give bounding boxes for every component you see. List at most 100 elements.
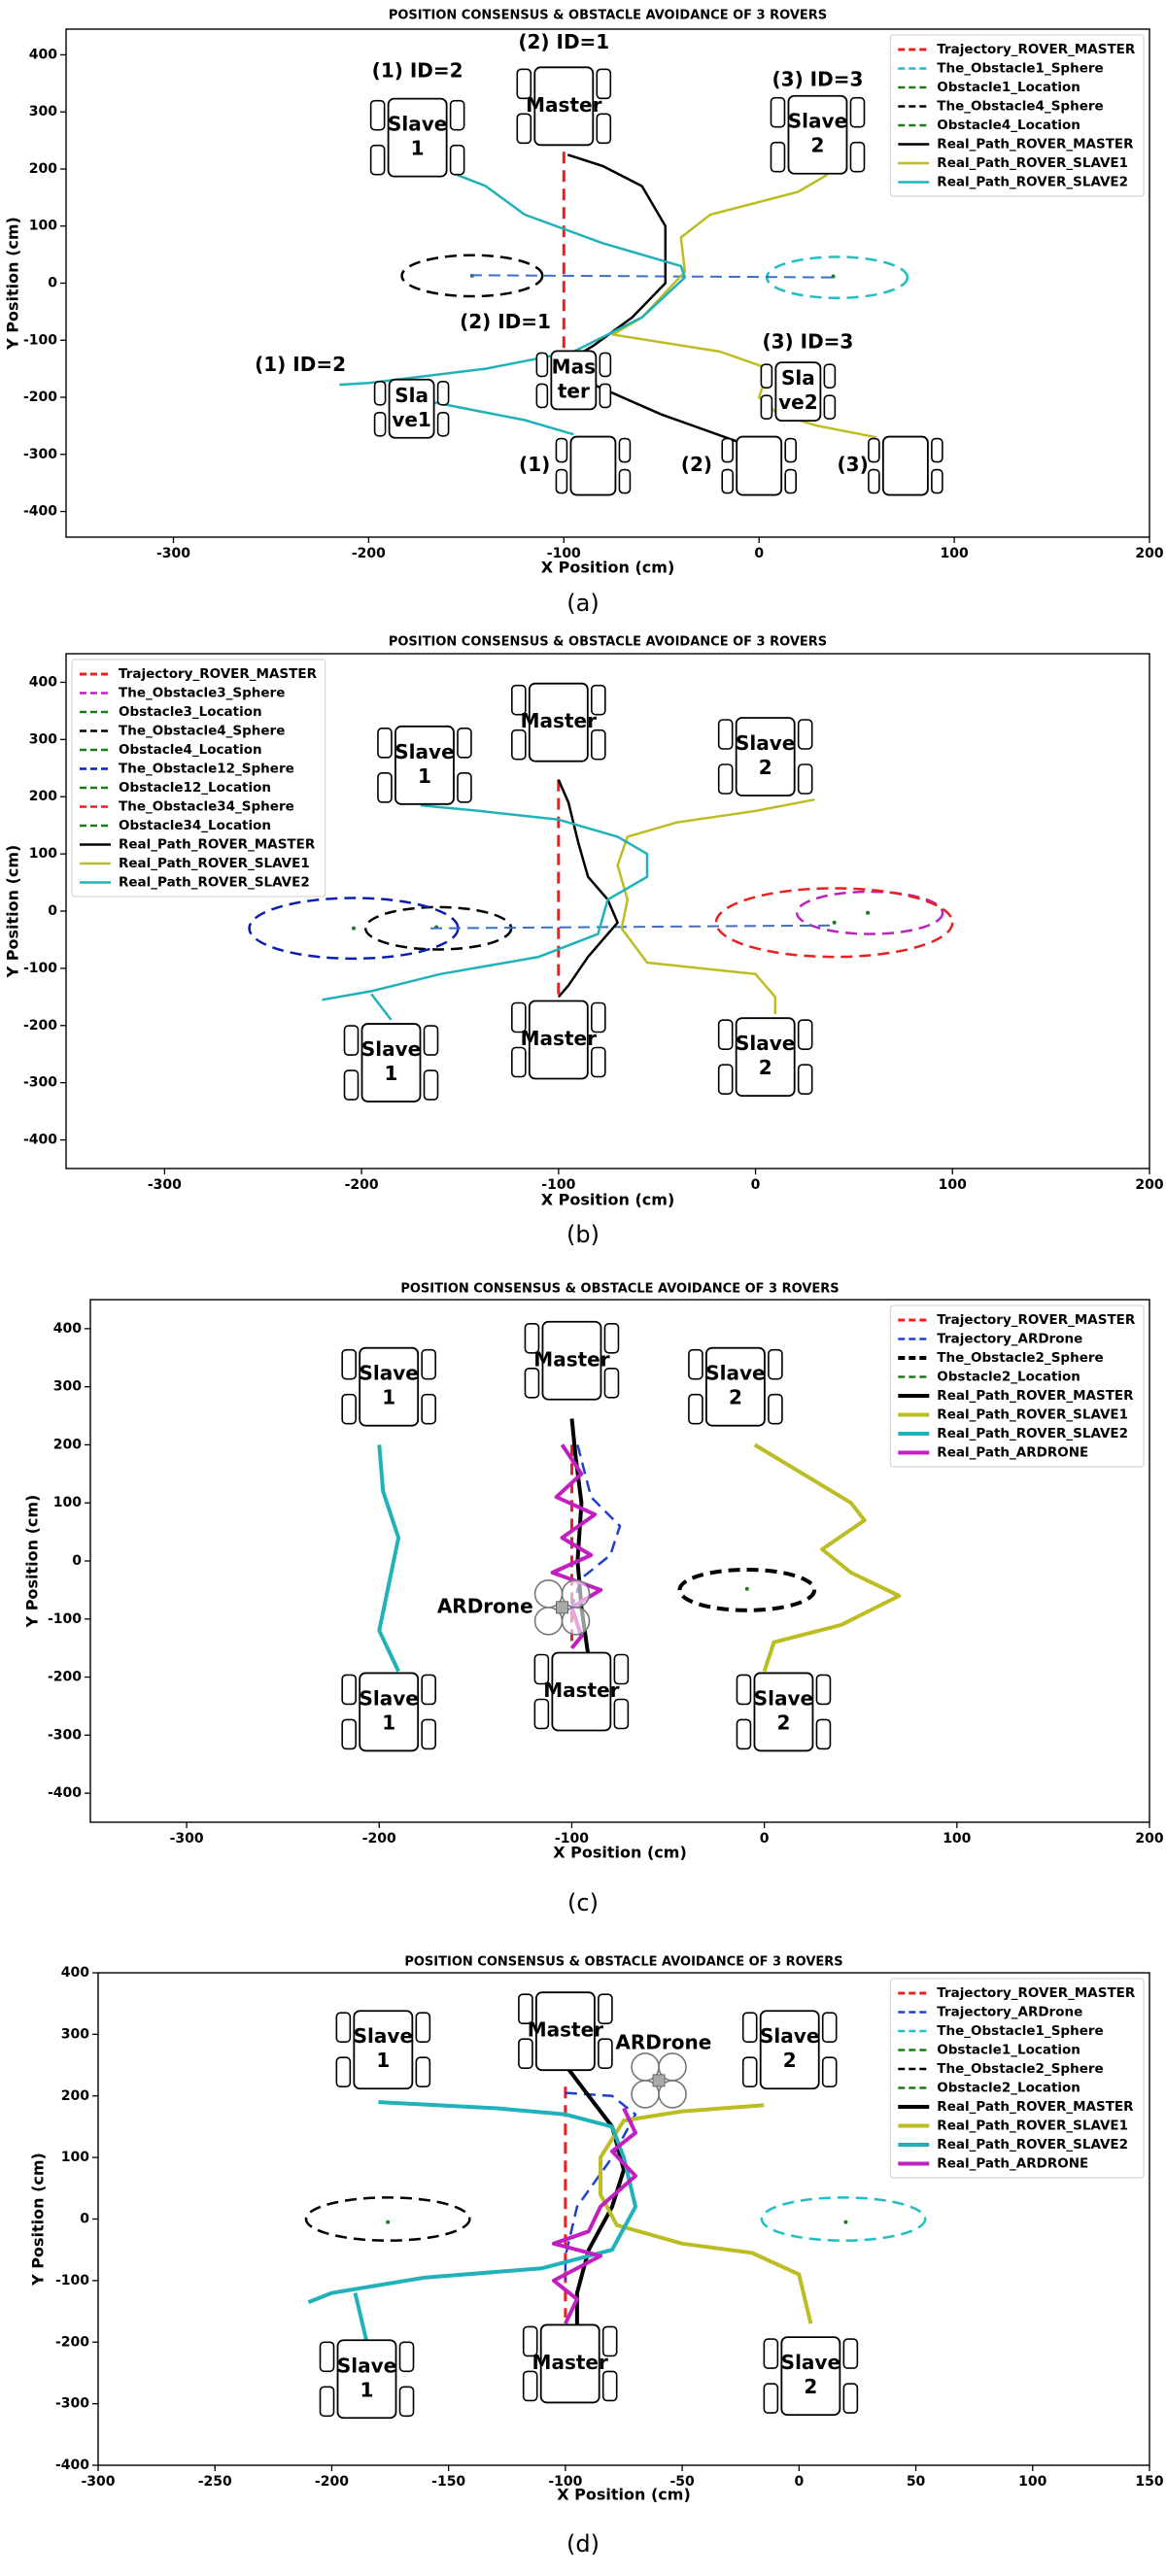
legend-label: Obstacle2_Location bbox=[937, 1370, 1080, 1385]
y-tick-label: 0 bbox=[48, 903, 57, 919]
annotation: (2) bbox=[681, 453, 712, 476]
rover-wheel bbox=[319, 2341, 335, 2373]
x-tick-label: -100 bbox=[555, 1831, 589, 1847]
rover-wheel bbox=[815, 1674, 832, 1706]
y-tick-label: 100 bbox=[53, 1495, 82, 1510]
rover-wheel bbox=[823, 394, 837, 420]
rover-label: Sla bbox=[781, 366, 815, 390]
annotation: (2) ID=1 bbox=[518, 30, 609, 53]
annotation: (1) ID=2 bbox=[255, 353, 346, 376]
rover-icon bbox=[770, 94, 866, 175]
rover-label: Slave bbox=[388, 113, 447, 136]
annotation: (3) bbox=[838, 453, 869, 476]
legend-label: Trajectory_ARDrone bbox=[937, 2005, 1082, 2020]
rover-icon bbox=[341, 1672, 436, 1752]
rover-wheel bbox=[868, 437, 880, 463]
rover-icon bbox=[688, 1346, 783, 1427]
rover-body bbox=[539, 2323, 600, 2404]
rover-wheel bbox=[599, 383, 612, 409]
legend-label: Real_Path_ROVER_SLAVE1 bbox=[119, 856, 310, 871]
obstacle-sphere bbox=[760, 2196, 927, 2242]
axes-frame bbox=[89, 1299, 1150, 1823]
y-axis-label: Y Position (cm) bbox=[4, 845, 22, 979]
rover-wheel bbox=[868, 468, 880, 494]
rover-label: Slave bbox=[360, 1686, 419, 1710]
rover-label: 2 bbox=[759, 756, 772, 779]
legend-label: Trajectory_ROVER_MASTER bbox=[937, 42, 1136, 57]
legend-label: The_Obstacle2_Sphere bbox=[937, 1350, 1103, 1366]
y-tick-label: -200 bbox=[55, 2334, 89, 2350]
obstacle-sphere bbox=[714, 887, 954, 959]
rover-label: Master bbox=[532, 2351, 608, 2374]
y-tick-label: 0 bbox=[72, 1553, 82, 1569]
rover-label: Slave bbox=[354, 2024, 413, 2048]
axes-frame bbox=[97, 1972, 1150, 2466]
y-tick-label: -300 bbox=[23, 1075, 57, 1091]
rover-label: Slave bbox=[360, 1362, 419, 1385]
y-tick-label: 200 bbox=[29, 789, 57, 804]
rover-wheel bbox=[423, 1069, 439, 1101]
legend-label: Real_Path_ROVER_SLAVE2 bbox=[937, 1426, 1128, 1441]
rover-wheel bbox=[618, 437, 632, 463]
rover-wheel bbox=[601, 2325, 618, 2357]
x-tick-label: -300 bbox=[170, 1831, 204, 1847]
x-tick-label: -200 bbox=[345, 1177, 379, 1193]
x-tick-label: -150 bbox=[431, 2474, 465, 2490]
x-tick-label: 0 bbox=[760, 1831, 770, 1847]
legend-box bbox=[889, 1305, 1145, 1468]
rover-label: Master bbox=[526, 93, 601, 117]
rover-icon bbox=[535, 350, 612, 411]
x-tick-label: -100 bbox=[548, 2474, 582, 2490]
rover-icon bbox=[741, 2010, 838, 2090]
rover-wheel bbox=[457, 772, 472, 803]
rover-label: Slave bbox=[337, 2354, 396, 2377]
y-tick-label: -200 bbox=[48, 1670, 82, 1685]
annotation: ARDrone bbox=[437, 1594, 533, 1617]
rover-icon bbox=[868, 435, 943, 496]
rover-body bbox=[550, 350, 598, 411]
rover-wheel bbox=[688, 1393, 703, 1425]
rover-body bbox=[774, 361, 822, 423]
y-tick-label: 100 bbox=[29, 846, 57, 862]
rover-wheel bbox=[421, 1674, 436, 1706]
rover-body bbox=[359, 1346, 420, 1427]
rover-body bbox=[528, 682, 589, 763]
y-tick-label: 400 bbox=[53, 1321, 82, 1337]
rover-wheel bbox=[591, 684, 606, 716]
rover-icon bbox=[555, 435, 632, 496]
panel-label: (d) bbox=[566, 2530, 600, 2558]
legend-label: Trajectory_ROVER_MASTER bbox=[119, 666, 318, 682]
rover-wheel bbox=[601, 2370, 618, 2402]
legend-label: Real_Path_ROVER_SLAVE2 bbox=[119, 875, 310, 891]
y-tick-label: -400 bbox=[23, 1133, 57, 1148]
rover-wheel bbox=[598, 1993, 613, 2025]
legend-label: The_Obstacle1_Sphere bbox=[937, 61, 1103, 77]
obstacle-location bbox=[744, 1586, 749, 1591]
rover-wheel bbox=[797, 1019, 813, 1050]
obstacle-location bbox=[843, 2220, 848, 2224]
rover-body bbox=[541, 1320, 602, 1401]
drone-rotor bbox=[561, 1607, 591, 1636]
rover-wheel bbox=[717, 1064, 734, 1095]
rover-icon bbox=[511, 682, 606, 763]
rover-wheel bbox=[522, 2325, 538, 2357]
obstacle-location bbox=[866, 910, 871, 915]
annotation: (1) bbox=[519, 453, 550, 476]
rover-wheel bbox=[717, 1019, 734, 1050]
rover-wheel bbox=[423, 1025, 439, 1056]
panel-label: (a) bbox=[566, 590, 599, 617]
x-tick-label: 50 bbox=[907, 2474, 926, 2490]
legend-label: Trajectory_ROVER_MASTER bbox=[937, 1985, 1136, 2001]
x-tick-label: 100 bbox=[940, 546, 968, 561]
rover-wheel bbox=[436, 380, 450, 406]
rover-body bbox=[336, 2339, 397, 2420]
obstacle-location bbox=[351, 926, 356, 931]
x-axis-label: X Position (cm) bbox=[557, 2486, 691, 2504]
obstacle-sphere bbox=[795, 890, 944, 935]
rover-wheel bbox=[591, 1001, 606, 1034]
rover-body bbox=[388, 378, 435, 439]
y-tick-label: -300 bbox=[55, 2396, 89, 2412]
rover-wheel bbox=[721, 468, 734, 494]
legend: Trajectory_ROVER_MASTER Trajectory_ARDron… bbox=[889, 1305, 1145, 1468]
